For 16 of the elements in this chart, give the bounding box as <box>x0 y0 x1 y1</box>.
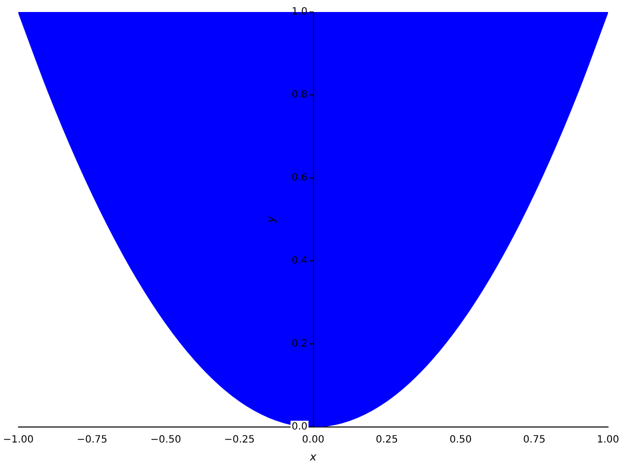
x-tick-label: −0.75 <box>76 434 108 446</box>
x-tick-label: −0.25 <box>224 434 255 446</box>
y-tick-label: 0.0 <box>292 421 308 432</box>
y-tick-label: 0.2 <box>292 338 308 350</box>
x-tick-label: 1.00 <box>596 434 620 446</box>
x-axis-title: x <box>308 450 317 464</box>
y-tick-label: 0.8 <box>292 90 308 101</box>
y-tick-label: 0.6 <box>292 172 308 184</box>
y-axis-title: y <box>264 216 278 224</box>
x-tick-label: 0.50 <box>449 434 472 446</box>
x-tick-label: 0.00 <box>302 434 324 446</box>
x-tick-label: −0.50 <box>150 434 182 446</box>
x-tick-label: 0.25 <box>376 434 398 446</box>
x-tick-label: −1.00 <box>2 434 34 446</box>
x-tick-label: 0.75 <box>523 434 546 446</box>
y-tick-label: 0.4 <box>292 255 308 266</box>
